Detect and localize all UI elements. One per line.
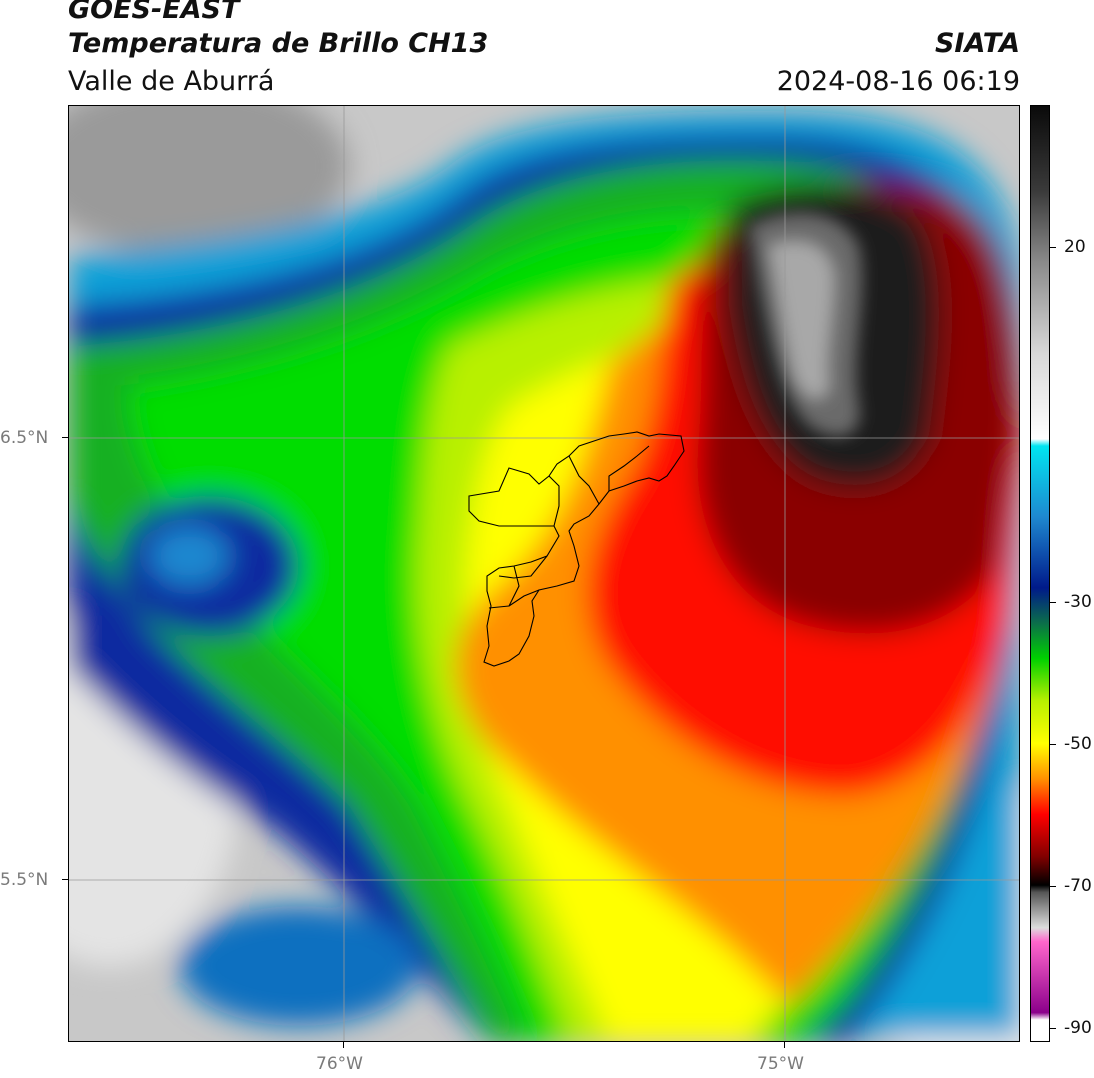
colorbar-tick-label: -90 [1064, 1017, 1092, 1038]
cloud-field [69, 106, 1019, 1041]
colorbar-tick-label: -30 [1064, 591, 1092, 612]
brightness-temperature-map[interactable] [68, 105, 1020, 1042]
region-label: Valle de Aburrá [68, 66, 275, 97]
lon-label-76w: 76°W [316, 1054, 363, 1074]
lat-label-6-5n: 6.5°N [0, 428, 49, 448]
organization-label: SIATA [934, 28, 1020, 59]
aburra-valley-boundaries [468, 431, 685, 667]
product-title: GOES-EAST [68, 0, 240, 25]
colorbar-tick [1050, 885, 1056, 887]
colorbar-tick [1050, 601, 1056, 603]
lat-label-5-5n: 5.5°N [0, 870, 49, 890]
lon-tick-76w [343, 1042, 344, 1048]
colorbar-tick [1050, 246, 1056, 248]
lon-label-75w: 75°W [757, 1054, 804, 1074]
lat-tick-6-5n [62, 437, 68, 438]
colorbar-tick [1050, 743, 1056, 745]
channel-subtitle: Temperatura de Brillo CH13 [68, 28, 489, 59]
lon-tick-75w [784, 1042, 785, 1048]
map-canvas [69, 106, 1019, 1041]
colorbar-tick-label: -50 [1064, 733, 1092, 754]
colorbar-tick [1050, 1027, 1056, 1029]
colorbar-tick-label: 20 [1064, 236, 1086, 257]
lat-tick-5-5n [62, 879, 68, 880]
datetime-label: 2024-08-16 06:19 [776, 66, 1020, 97]
colorbar-tick-label: -70 [1064, 875, 1092, 896]
temperature-colorbar [1030, 105, 1050, 1042]
